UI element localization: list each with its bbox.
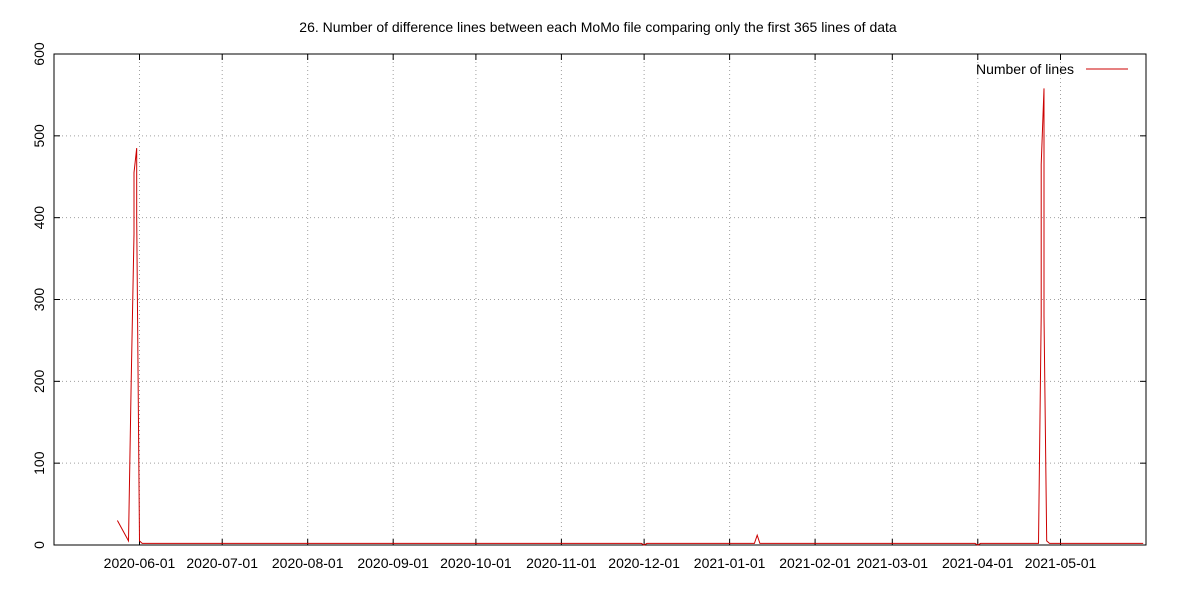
x-axis: 2020-06-01 2020-07-01 2020-08-01 2020-09-01… — [104, 54, 1097, 571]
y-tick-label: 0 — [31, 541, 47, 549]
x-tick-label: 2020-12-01 — [608, 555, 680, 571]
x-tick-label: 2020-07-01 — [186, 555, 258, 571]
x-tick-label: 2021-05-01 — [1025, 555, 1097, 571]
x-tick-label: 2020-08-01 — [272, 555, 344, 571]
x-tick-label: 2020-09-01 — [357, 555, 429, 571]
x-tick-label: 2021-04-01 — [942, 555, 1014, 571]
x-tick-label: 2020-11-01 — [526, 555, 597, 571]
series-line-0 — [116, 88, 1144, 546]
x-tick-label: 2020-10-01 — [440, 555, 512, 571]
legend: Number of lines — [976, 61, 1128, 77]
y-tick-label: 400 — [31, 206, 47, 230]
y-tick-label: 500 — [31, 124, 47, 148]
x-tick-label: 2020-06-01 — [104, 555, 176, 571]
x-tick-label: 2021-03-01 — [856, 555, 928, 571]
y-axis: 0 100 200 300 400 500 600 — [31, 42, 1146, 549]
x-tick-label: 2021-01-01 — [694, 555, 766, 571]
grid — [54, 54, 1146, 545]
chart-title: 26. Number of difference lines between e… — [299, 19, 897, 35]
y-tick-label: 300 — [31, 288, 47, 312]
x-tick-label: 2021-02-01 — [779, 555, 851, 571]
legend-label: Number of lines — [976, 61, 1074, 77]
y-tick-label: 100 — [31, 451, 47, 475]
y-tick-label: 600 — [31, 42, 47, 66]
y-tick-label: 200 — [31, 369, 47, 393]
series-layer — [116, 88, 1144, 546]
